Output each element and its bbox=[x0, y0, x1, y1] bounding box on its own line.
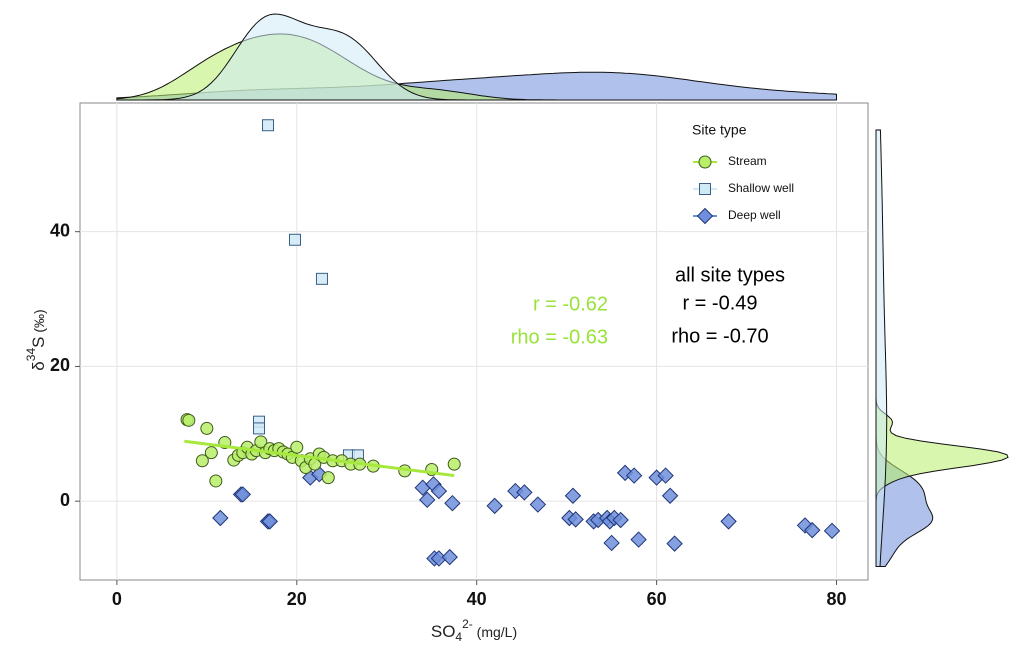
x-label-base: SO bbox=[431, 622, 456, 641]
annotation: r = -0.49 bbox=[682, 292, 757, 314]
marks bbox=[180, 119, 841, 567]
point bbox=[262, 119, 275, 132]
point bbox=[195, 454, 209, 468]
x-tick-label: 60 bbox=[647, 589, 667, 609]
point bbox=[288, 233, 301, 246]
point bbox=[823, 522, 841, 540]
point bbox=[321, 471, 335, 485]
point bbox=[564, 487, 582, 504]
point bbox=[630, 531, 647, 548]
x-tick-label: 40 bbox=[467, 589, 487, 609]
point bbox=[234, 486, 252, 503]
y-axis-label: δ34S (‰) bbox=[24, 309, 48, 370]
legend-label: Deep well bbox=[728, 208, 781, 222]
density-top bbox=[116, 13, 837, 101]
grid bbox=[75, 103, 868, 585]
point bbox=[486, 497, 503, 515]
y-tick-label: 0 bbox=[60, 490, 70, 510]
marginals bbox=[116, 13, 1009, 568]
point bbox=[261, 513, 279, 530]
y-label-sup: 34 bbox=[24, 348, 38, 362]
point bbox=[204, 446, 218, 460]
legend-label: Shallow well bbox=[728, 181, 794, 195]
point bbox=[444, 494, 461, 512]
x-label-sup: 2- bbox=[462, 617, 473, 631]
point bbox=[441, 548, 458, 566]
plot-panel bbox=[79, 102, 869, 581]
x-axis-label: SO42- (mg/L) bbox=[431, 617, 517, 644]
y-label-unit: (‰) bbox=[31, 309, 47, 336]
y-label-base: δ bbox=[29, 361, 48, 370]
point bbox=[209, 474, 223, 488]
point bbox=[447, 457, 461, 471]
point bbox=[182, 413, 196, 427]
point bbox=[200, 421, 214, 435]
legend-label: Stream bbox=[728, 154, 767, 168]
x-tick-label: 80 bbox=[827, 589, 847, 609]
point bbox=[529, 496, 547, 513]
x-label-sub: 4 bbox=[455, 630, 462, 644]
point bbox=[698, 155, 712, 169]
point bbox=[430, 482, 448, 500]
annotation: r = -0.62 bbox=[533, 293, 608, 315]
trend-line bbox=[184, 439, 455, 478]
x-tick-label: 0 bbox=[112, 589, 122, 609]
annotation: all site types bbox=[675, 264, 785, 286]
annotation: rho = -0.70 bbox=[671, 325, 768, 347]
point bbox=[696, 207, 714, 225]
point bbox=[666, 535, 683, 552]
x-tick-label: 20 bbox=[287, 589, 307, 609]
point bbox=[625, 467, 643, 484]
point bbox=[661, 487, 679, 504]
point bbox=[419, 491, 436, 509]
point bbox=[290, 440, 304, 454]
point bbox=[212, 509, 229, 527]
legend-title: Site type bbox=[692, 122, 747, 138]
point bbox=[516, 484, 533, 501]
y-label-rest: S bbox=[29, 337, 48, 348]
point bbox=[720, 513, 737, 530]
point bbox=[657, 467, 674, 484]
point bbox=[603, 534, 620, 552]
point bbox=[699, 183, 711, 195]
point bbox=[315, 272, 328, 285]
x-label-unit: (mg/L) bbox=[473, 624, 517, 640]
point bbox=[253, 422, 266, 435]
point bbox=[254, 435, 268, 449]
point bbox=[612, 511, 629, 529]
annotation: rho = -0.63 bbox=[511, 326, 608, 348]
y-tick-label: 20 bbox=[50, 355, 70, 375]
density-right bbox=[875, 129, 888, 568]
point bbox=[567, 511, 584, 528]
y-tick-label: 40 bbox=[50, 220, 70, 240]
point bbox=[804, 521, 821, 539]
